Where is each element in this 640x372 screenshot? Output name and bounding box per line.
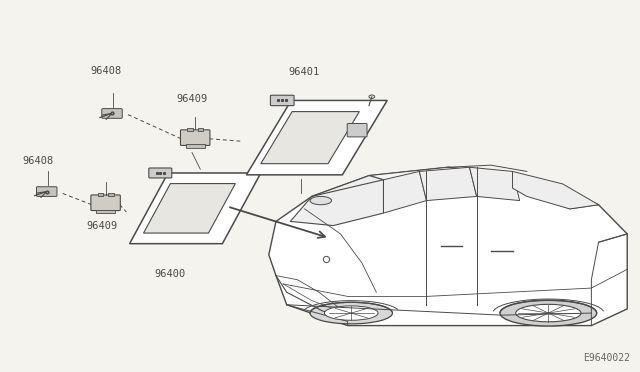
Bar bbox=[187, 128, 193, 131]
FancyBboxPatch shape bbox=[270, 95, 294, 106]
Polygon shape bbox=[261, 112, 360, 164]
FancyBboxPatch shape bbox=[180, 130, 210, 145]
Polygon shape bbox=[269, 167, 627, 326]
Polygon shape bbox=[143, 183, 236, 233]
Text: 96400: 96400 bbox=[154, 269, 185, 279]
Text: 96409: 96409 bbox=[87, 221, 118, 231]
Polygon shape bbox=[419, 167, 477, 201]
FancyBboxPatch shape bbox=[348, 124, 367, 137]
Bar bbox=[96, 209, 115, 213]
Ellipse shape bbox=[310, 302, 392, 324]
Polygon shape bbox=[291, 176, 383, 225]
Bar bbox=[97, 193, 103, 196]
Polygon shape bbox=[130, 173, 261, 244]
FancyBboxPatch shape bbox=[91, 195, 120, 211]
FancyBboxPatch shape bbox=[149, 168, 172, 178]
Text: E9640022: E9640022 bbox=[584, 353, 630, 363]
Bar bbox=[108, 193, 114, 196]
FancyBboxPatch shape bbox=[102, 109, 122, 118]
Bar bbox=[186, 144, 205, 148]
Polygon shape bbox=[383, 171, 426, 213]
Text: 96401: 96401 bbox=[289, 67, 319, 77]
Ellipse shape bbox=[324, 306, 378, 320]
Bar bbox=[198, 128, 204, 131]
Polygon shape bbox=[369, 167, 598, 209]
Text: 96408: 96408 bbox=[23, 155, 54, 166]
Ellipse shape bbox=[500, 300, 596, 326]
Ellipse shape bbox=[310, 196, 332, 205]
Text: 96409: 96409 bbox=[177, 94, 207, 104]
Polygon shape bbox=[470, 167, 520, 201]
Ellipse shape bbox=[516, 304, 581, 322]
Polygon shape bbox=[246, 100, 387, 175]
Text: 96408: 96408 bbox=[90, 66, 121, 76]
FancyBboxPatch shape bbox=[36, 187, 57, 196]
Polygon shape bbox=[513, 171, 598, 209]
